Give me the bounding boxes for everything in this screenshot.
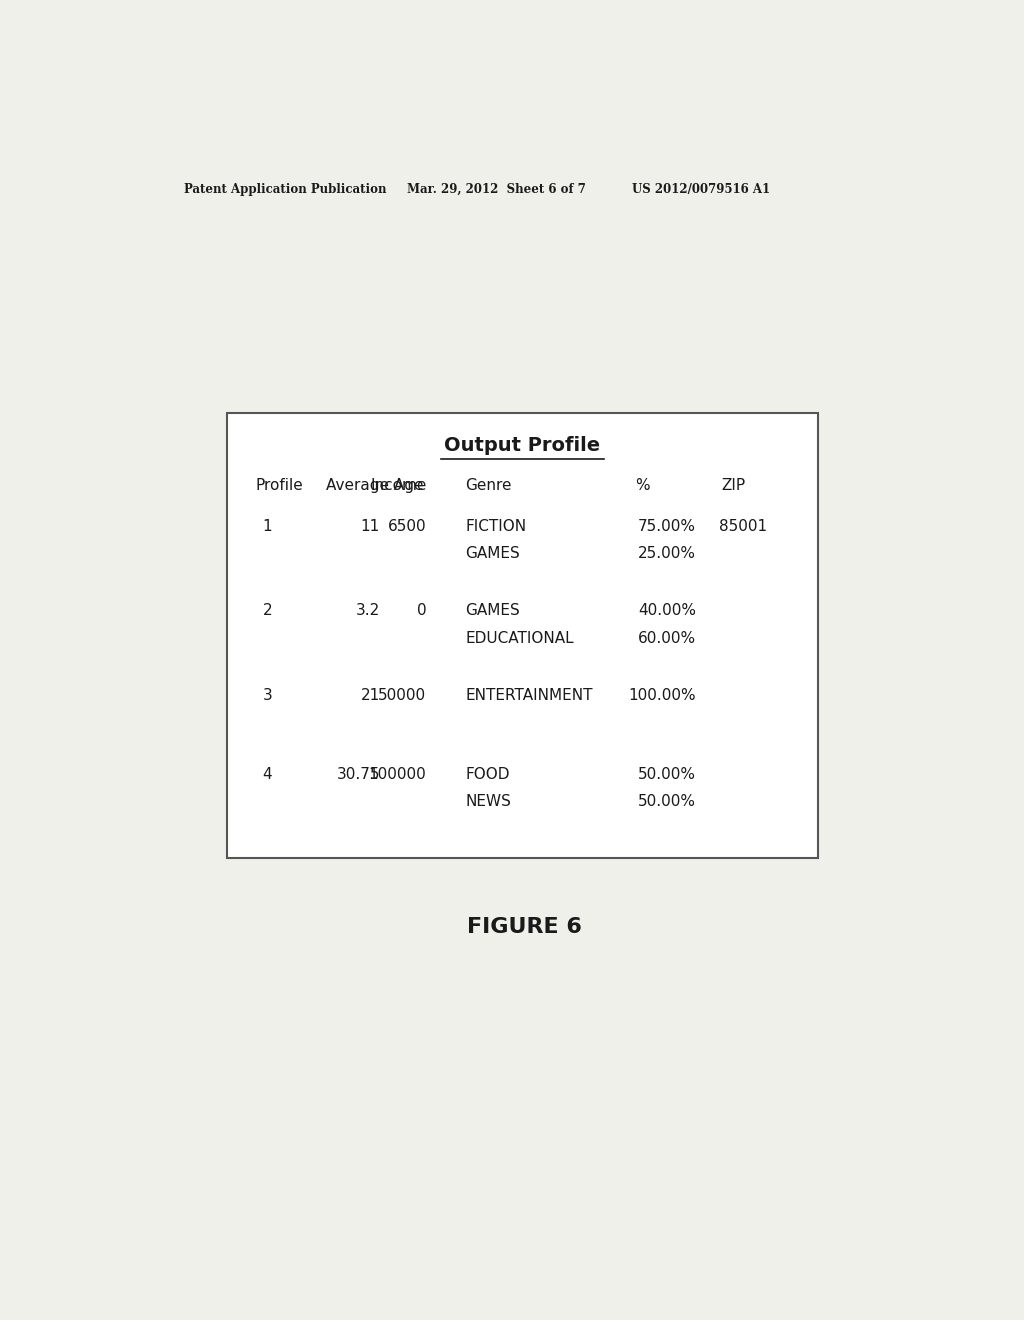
Text: FICTION: FICTION bbox=[465, 519, 526, 533]
Text: Genre: Genre bbox=[465, 478, 512, 492]
Text: 50.00%: 50.00% bbox=[638, 767, 696, 781]
Text: 6500: 6500 bbox=[388, 519, 426, 533]
Text: NEWS: NEWS bbox=[465, 795, 511, 809]
Text: 40.00%: 40.00% bbox=[638, 603, 696, 619]
FancyBboxPatch shape bbox=[227, 413, 818, 858]
Text: EDUCATIONAL: EDUCATIONAL bbox=[465, 631, 573, 647]
Text: FOOD: FOOD bbox=[465, 767, 510, 781]
Text: 50000: 50000 bbox=[378, 688, 426, 704]
Text: 3: 3 bbox=[262, 688, 272, 704]
Text: Mar. 29, 2012  Sheet 6 of 7: Mar. 29, 2012 Sheet 6 of 7 bbox=[407, 183, 586, 197]
Text: Output Profile: Output Profile bbox=[444, 436, 600, 454]
Text: 4: 4 bbox=[263, 767, 272, 781]
Text: Profile: Profile bbox=[256, 478, 304, 492]
Text: %: % bbox=[636, 478, 650, 492]
Text: 0: 0 bbox=[417, 603, 426, 619]
Text: US 2012/0079516 A1: US 2012/0079516 A1 bbox=[632, 183, 770, 197]
Text: 1: 1 bbox=[263, 519, 272, 533]
Text: 11: 11 bbox=[360, 519, 380, 533]
Text: ENTERTAINMENT: ENTERTAINMENT bbox=[465, 688, 593, 704]
Text: 100.00%: 100.00% bbox=[629, 688, 696, 704]
Text: 2: 2 bbox=[263, 603, 272, 619]
Text: FIGURE 6: FIGURE 6 bbox=[467, 917, 583, 937]
Text: GAMES: GAMES bbox=[465, 603, 520, 619]
Text: GAMES: GAMES bbox=[465, 546, 520, 561]
Text: 21: 21 bbox=[360, 688, 380, 704]
Text: 30.75: 30.75 bbox=[336, 767, 380, 781]
Text: 85001: 85001 bbox=[719, 519, 767, 533]
Text: Average Age: Average Age bbox=[326, 478, 423, 492]
Text: Income: Income bbox=[370, 478, 426, 492]
Text: 60.00%: 60.00% bbox=[638, 631, 696, 647]
Text: 25.00%: 25.00% bbox=[638, 546, 696, 561]
Text: 75.00%: 75.00% bbox=[638, 519, 696, 533]
Text: 100000: 100000 bbox=[369, 767, 426, 781]
Text: Patent Application Publication: Patent Application Publication bbox=[183, 183, 386, 197]
Text: 50.00%: 50.00% bbox=[638, 795, 696, 809]
Text: 3.2: 3.2 bbox=[355, 603, 380, 619]
Text: ZIP: ZIP bbox=[721, 478, 745, 492]
